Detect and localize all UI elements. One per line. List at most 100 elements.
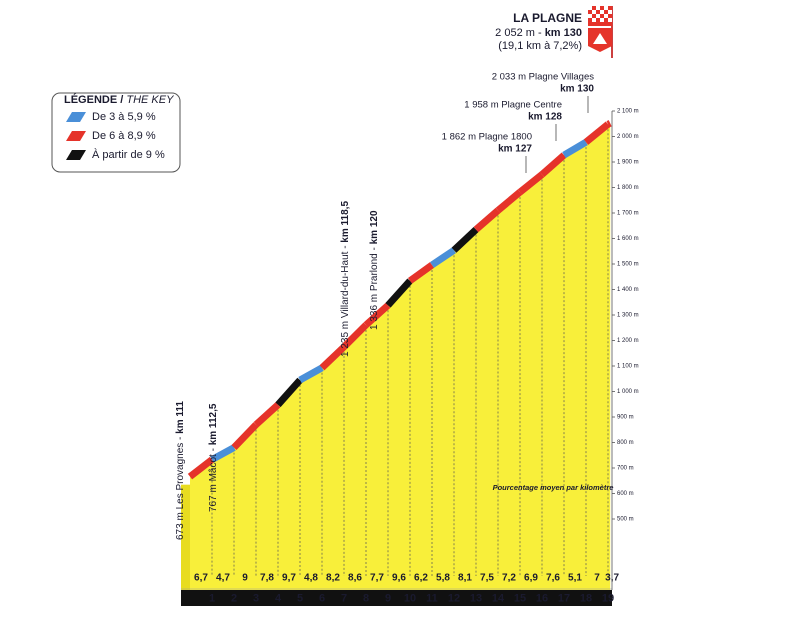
gradient-segment <box>517 171 545 195</box>
gradient-segment <box>430 247 456 268</box>
annotation-km: km 111 <box>175 401 186 434</box>
x-tick-label: 10 <box>404 592 416 604</box>
x-tick-label: 13 <box>470 592 482 604</box>
annotation: 673 m Les Provagnes - km 111 <box>175 401 186 540</box>
y-tick-label: 2 000 m <box>617 134 639 140</box>
gradient-label: 6,9 <box>524 573 538 584</box>
gradient-note: Pourcentage moyen par kilomètre <box>493 483 614 492</box>
legend-title: LÉGENDE / THE KEY <box>64 93 174 106</box>
gradient-label: 4,7 <box>216 573 230 584</box>
x-tick-label: 17 <box>558 592 570 604</box>
x-tick-label: 11 <box>426 592 438 604</box>
gradient-segment <box>473 207 501 233</box>
legend-title-fr: LÉGENDE / <box>64 93 126 106</box>
gradient-segment <box>253 402 281 428</box>
y-tick-label: 1 000 m <box>617 389 639 395</box>
gradient-label: 9,6 <box>392 573 406 584</box>
y-tick-label: 600 m <box>617 491 634 497</box>
y-tick-label: 1 800 m <box>617 185 639 191</box>
annotation-km: km 127 <box>498 144 532 155</box>
annotation-km: km 120 <box>369 210 380 244</box>
annotation-place: 673 m Les Provagnes - <box>175 434 186 540</box>
gradient-label: 8,6 <box>348 573 362 584</box>
gradient-segment <box>562 139 588 159</box>
x-tick-label: 15 <box>514 592 526 604</box>
y-tick-label: 900 m <box>617 415 634 421</box>
annotation-km: km 130 <box>560 84 594 95</box>
gradient-segment <box>539 152 567 178</box>
gradient-label: 7,2 <box>502 573 516 584</box>
gradient-segment <box>495 189 523 214</box>
y-tick-label: 1 200 m <box>617 338 639 344</box>
x-tick-label: 19 <box>602 592 614 604</box>
gradient-segment <box>451 227 479 253</box>
x-tick-label: 1 <box>209 592 215 604</box>
x-tick-label: 14 <box>492 592 505 604</box>
gradient-label: 5,8 <box>436 573 450 584</box>
annotation-place: 2 033 m Plagne Villages <box>492 72 595 83</box>
x-tick-label: 6 <box>319 592 325 604</box>
summary: (19,1 km à 7,2%) <box>498 40 582 52</box>
legend-swatch <box>66 150 86 160</box>
y-tick-label: 800 m <box>617 440 634 446</box>
gradient-segment <box>363 302 391 328</box>
y-tick-label: 2 100 m <box>617 109 639 115</box>
x-tick-label: 3 <box>253 592 259 604</box>
x-tick-label: 12 <box>448 592 460 604</box>
profile-area <box>190 123 611 591</box>
gradient-label: 8,1 <box>458 573 472 584</box>
gradient-label: 7 <box>594 573 600 584</box>
annotation-place: 1 958 m Plagne Centre <box>464 100 562 111</box>
annotation: 1 235 m Villard-du-Haut - km 118,5 <box>340 201 351 357</box>
gradient-label: 5,1 <box>568 573 582 584</box>
gradient-label: 7,6 <box>546 573 560 584</box>
annotation-km: km 128 <box>528 112 562 123</box>
gradient-label: 7,8 <box>260 573 274 584</box>
legend-label: De 3 à 5,9 % <box>92 111 156 123</box>
y-tick-label: 1 900 m <box>617 160 639 166</box>
y-tick-label: 1 100 m <box>617 364 639 370</box>
annotation-place: 767 m Mâcot - <box>208 445 219 512</box>
x-tick-label: 16 <box>536 592 548 604</box>
legend-title-en: THE KEY <box>126 94 174 106</box>
gradient-segment <box>210 444 236 463</box>
x-tick-label: 7 <box>341 592 347 604</box>
gradient-segment <box>231 422 259 451</box>
legend-label: De 6 à 8,9 % <box>92 130 156 142</box>
gradient-segment <box>275 377 303 408</box>
x-tick-label: 8 <box>363 592 369 604</box>
x-tick-label: 18 <box>580 592 592 604</box>
km-band <box>181 590 612 606</box>
y-tick-label: 1 300 m <box>617 313 639 319</box>
gradient-segment <box>341 322 369 350</box>
gradient-label: 6,2 <box>414 573 428 584</box>
legend-label: À partir de 9 % <box>92 148 165 161</box>
x-tick-label: 5 <box>297 592 303 604</box>
gradient-segment <box>606 120 612 128</box>
y-tick-label: 1 400 m <box>617 287 639 293</box>
legend-swatch <box>66 112 86 122</box>
gradient-segment <box>583 121 611 145</box>
gradient-segment <box>385 278 413 308</box>
gradient-segment <box>407 262 435 284</box>
gradient-segment <box>298 364 324 384</box>
gradient-segment <box>187 456 215 480</box>
annotation: 767 m Mâcot - km 112,5 <box>208 403 219 512</box>
gradient-label: 8,2 <box>326 573 340 584</box>
subtitle-km: km 130 <box>545 27 582 39</box>
y-tick-label: 1 500 m <box>617 262 639 268</box>
annotation-place: 1 336 m Prarlond - <box>369 244 380 330</box>
gradient-label: 9,7 <box>282 573 296 584</box>
finish-flag <box>588 6 613 58</box>
x-tick-label: 9 <box>385 592 391 604</box>
y-tick-label: 700 m <box>617 466 634 472</box>
y-tick-label: 500 m <box>617 517 634 523</box>
annotation-place: 1 862 m Plagne 1800 <box>442 132 532 143</box>
title: LA PLAGNE <box>513 11 582 25</box>
gradient-label: 4,8 <box>304 573 318 584</box>
y-tick-label: 1 600 m <box>617 236 639 242</box>
gradient-label: 7,7 <box>370 573 384 584</box>
profile-side <box>181 484 190 590</box>
x-tick-label: 2 <box>231 592 237 604</box>
